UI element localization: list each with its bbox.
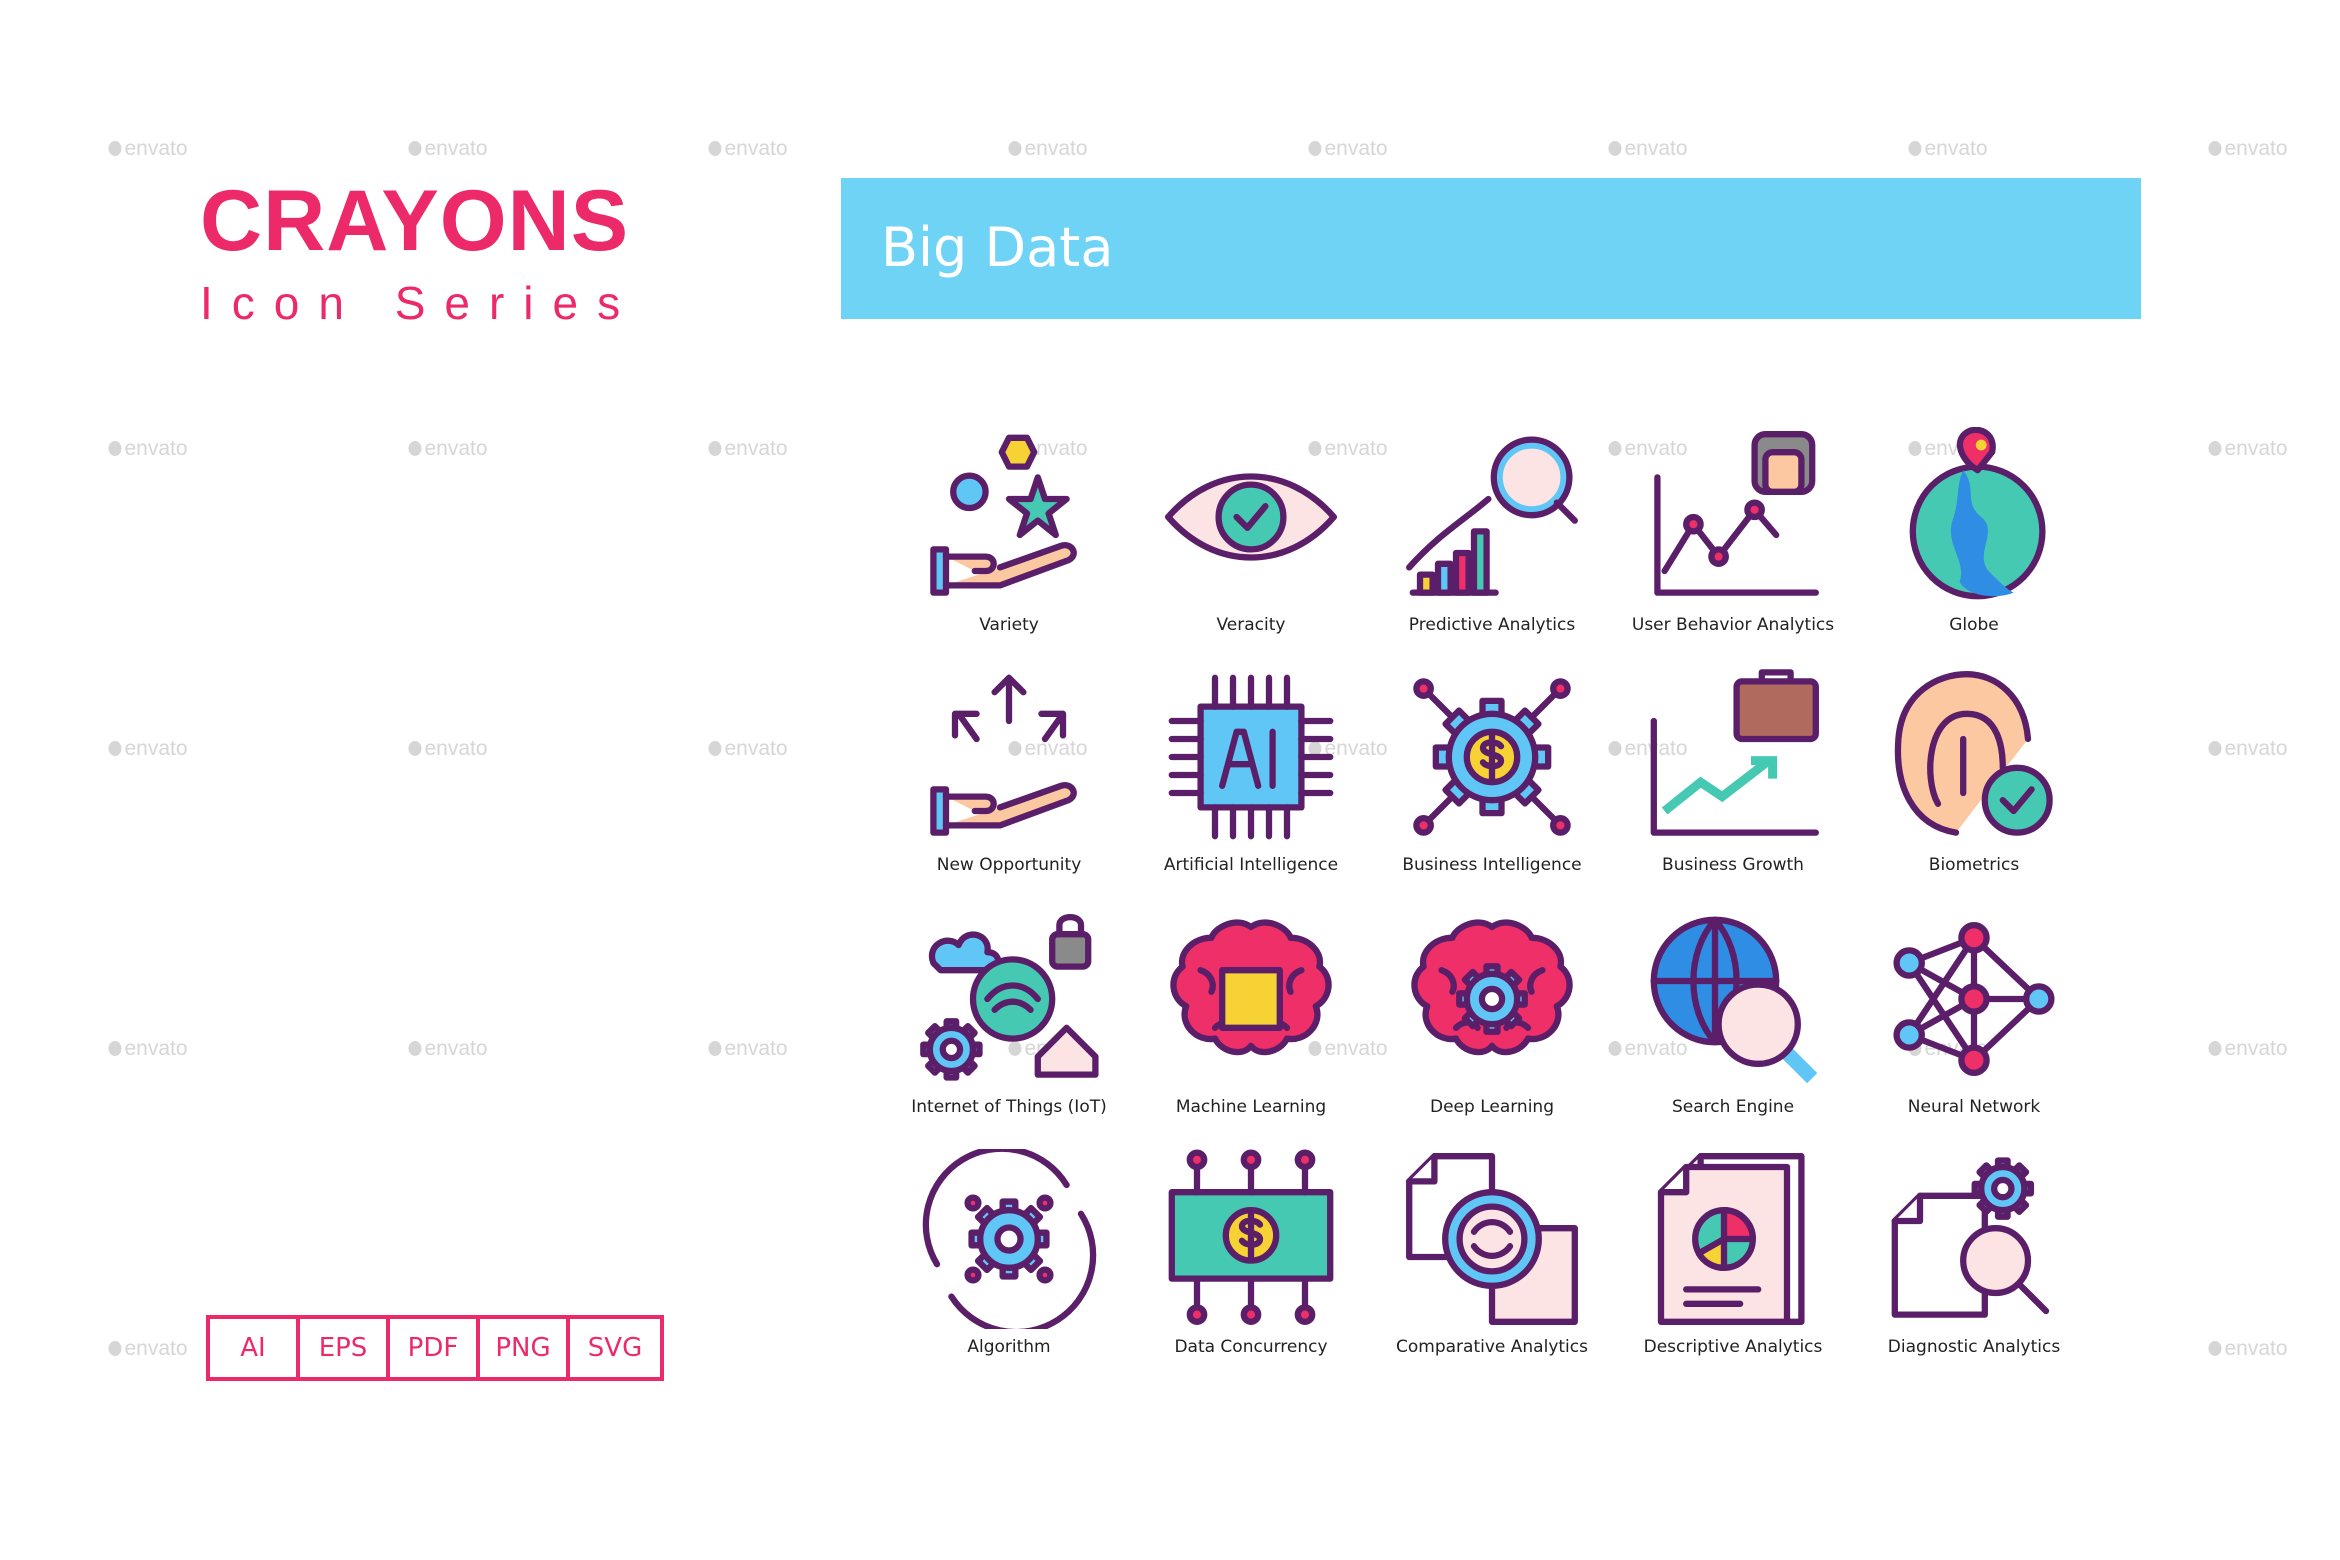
envato-watermark: envato — [2208, 737, 2287, 761]
brain-gear-icon — [1411, 919, 1573, 1056]
icon-label: Veracity — [1216, 615, 1286, 635]
icon-card: Globe — [1853, 422, 2095, 657]
document-pie-icon — [1657, 1153, 1805, 1325]
envato-watermark: envato — [708, 737, 787, 761]
envato-watermark: envato — [2208, 1337, 2287, 1361]
format-ai: AI — [210, 1319, 300, 1377]
icon-label: Neural Network — [1907, 1097, 2041, 1117]
format-png: PNG — [480, 1319, 570, 1377]
icon-label: Algorithm — [967, 1337, 1051, 1357]
icon-label: Data Concurrency — [1174, 1337, 1328, 1357]
envato-watermark: envato — [408, 1037, 487, 1061]
envato-watermark: envato — [1308, 1037, 1387, 1061]
icon-card: Search Engine — [1612, 904, 1854, 1139]
icon-label: Diagnostic Analytics — [1887, 1337, 2061, 1357]
icon-label: Descriptive Analytics — [1643, 1337, 1823, 1357]
icon-card: Diagnostic Analytics — [1853, 1144, 2095, 1379]
icon-label: Comparative Analytics — [1396, 1337, 1588, 1357]
icon-card: New Opportunity — [888, 662, 1130, 897]
format-svg: SVG — [587, 1333, 643, 1363]
globe-search-icon — [1650, 916, 1818, 1084]
icon-label: Deep Learning — [1429, 1097, 1554, 1117]
envato-watermark: envato — [1008, 137, 1087, 161]
hand-shapes-icon — [930, 434, 1077, 596]
icon-label: Search Engine — [1671, 1097, 1795, 1117]
icon-card: Comparative Analytics — [1371, 1144, 1613, 1379]
icon-card: Biometrics — [1853, 662, 2095, 897]
money-circuit-icon — [1168, 1149, 1334, 1325]
documents-sync-icon — [1406, 1153, 1578, 1325]
icon-label: User Behavior Analytics — [1631, 615, 1835, 635]
icon-card: Predictive Analytics — [1371, 422, 1613, 657]
envato-watermark: envato — [108, 737, 187, 761]
envato-watermark: envato — [2208, 1037, 2287, 1061]
ai-chip-icon — [1168, 674, 1334, 840]
eye-check-icon — [1165, 473, 1337, 561]
icon-card: Variety — [888, 422, 1130, 657]
envato-watermark: envato — [708, 1037, 787, 1061]
icon-label: Biometrics — [1928, 855, 2020, 875]
icon-label: Globe — [1949, 615, 1999, 635]
category-title: Big Data — [881, 216, 1114, 279]
envato-watermark: envato — [408, 137, 487, 161]
icon-card: Data Concurrency — [1130, 1144, 1372, 1379]
chart-magnifier-icon — [1406, 436, 1578, 596]
icon-label: New Opportunity — [936, 855, 1082, 875]
icon-card: Algorithm — [888, 1144, 1130, 1379]
user-line-chart-icon — [1654, 431, 1819, 596]
envato-watermark: envato — [2208, 137, 2287, 161]
icon-label: Business Intelligence — [1402, 855, 1582, 875]
fingerprint-check-icon — [1894, 671, 2053, 836]
gear-cycle-icon — [922, 1149, 1097, 1329]
neural-network-icon — [1893, 922, 2055, 1076]
format-eps: EPS — [300, 1319, 390, 1377]
envato-watermark: envato — [1608, 437, 1687, 461]
icon-label: Predictive Analytics — [1408, 615, 1576, 635]
icon-card: User Behavior Analytics — [1612, 422, 1854, 657]
format-pdf: PDF — [390, 1319, 480, 1377]
envato-watermark: envato — [708, 437, 787, 461]
brand-subtitle: Icon Series — [200, 277, 640, 329]
category-banner: Big Data — [841, 178, 2141, 319]
icon-card: Descriptive Analytics — [1612, 1144, 1854, 1379]
briefcase-growth-icon — [1650, 669, 1819, 836]
icon-card: Veracity — [1130, 422, 1372, 657]
globe-pin-icon — [1909, 427, 2046, 600]
envato-watermark: envato — [2208, 437, 2287, 461]
format-list: AI EPS PDF PNG SVG — [206, 1315, 664, 1381]
envato-watermark: envato — [108, 1037, 187, 1061]
envato-watermark: envato — [108, 1337, 187, 1361]
envato-watermark: envato — [1008, 437, 1087, 461]
icon-card: Artificial Intelligence — [1130, 662, 1372, 897]
icon-card: Business Intelligence — [1371, 662, 1613, 897]
envato-watermark: envato — [108, 137, 187, 161]
icon-label: Variety — [979, 615, 1039, 635]
icon-card: Deep Learning — [1371, 904, 1613, 1139]
document-gear-search-icon — [1891, 1157, 2050, 1318]
envato-watermark: envato — [1308, 137, 1387, 161]
envato-watermark: envato — [1908, 137, 1987, 161]
envato-watermark: envato — [108, 437, 187, 461]
envato-watermark: envato — [408, 737, 487, 761]
envato-watermark: envato — [1308, 437, 1387, 461]
brand-title: CRAYONS — [200, 173, 630, 269]
icon-card: Internet of Things (IoT) — [888, 904, 1130, 1139]
gear-dollar-icon — [1413, 678, 1571, 836]
icon-card: Business Growth — [1612, 662, 1854, 897]
envato-watermark: envato — [1608, 137, 1687, 161]
iot-icon — [920, 913, 1099, 1081]
envato-watermark: envato — [1608, 1037, 1687, 1061]
envato-watermark: envato — [1308, 737, 1387, 761]
icon-card: Neural Network — [1853, 904, 2095, 1139]
icon-label: Business Growth — [1662, 855, 1804, 875]
icon-label: Internet of Things (IoT) — [911, 1097, 1107, 1117]
envato-watermark: envato — [708, 137, 787, 161]
icon-card: Machine Learning — [1130, 904, 1372, 1139]
brain-chip-icon — [1170, 919, 1332, 1056]
hand-arrows-icon — [930, 674, 1077, 836]
envato-watermark: envato — [1008, 737, 1087, 761]
icon-label: Machine Learning — [1175, 1097, 1327, 1117]
icon-label: Artificial Intelligence — [1163, 855, 1339, 875]
envato-watermark: envato — [408, 437, 487, 461]
